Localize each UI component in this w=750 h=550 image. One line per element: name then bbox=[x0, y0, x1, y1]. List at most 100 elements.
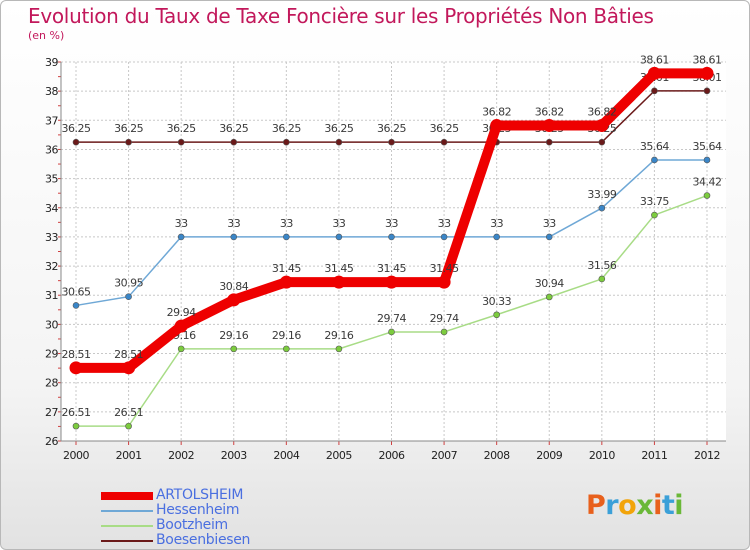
x-tick-label: 2010 bbox=[589, 449, 615, 462]
legend-label-boesenbiesen: Boesenbiesen bbox=[156, 532, 251, 548]
y-tick-label: 29 bbox=[45, 348, 58, 361]
x-tick-label: 2002 bbox=[168, 449, 194, 462]
data-point-bootzheim bbox=[598, 275, 606, 283]
data-point-bootzheim bbox=[283, 345, 290, 353]
data-point-hessenheim bbox=[335, 233, 343, 241]
y-tick-label: 39 bbox=[45, 56, 58, 69]
x-tick-label: 2005 bbox=[326, 449, 352, 462]
y-tick-label: 30 bbox=[45, 318, 58, 331]
x-tick-label: 2000 bbox=[63, 449, 89, 462]
data-point-bootzheim bbox=[388, 328, 395, 336]
legend-swatch-bootzheim bbox=[101, 524, 153, 527]
chart-title: Evolution du Taux de Taxe Foncière sur l… bbox=[28, 4, 654, 28]
data-label-boesenbiesen: 36.25 bbox=[114, 122, 143, 135]
data-label-hessenheim: 33 bbox=[490, 217, 503, 230]
data-point-hessenheim bbox=[177, 233, 185, 241]
x-tick-label: 2009 bbox=[536, 449, 562, 462]
data-label-bootzheim: 30.33 bbox=[482, 295, 511, 308]
x-tick-label: 2012 bbox=[694, 449, 720, 462]
legend-item-bootzheim: Bootzheim bbox=[101, 518, 250, 533]
legend-item-artolsheim: ARTOLSHEIM bbox=[101, 488, 250, 503]
y-tick-label: 38 bbox=[45, 85, 58, 98]
x-tick-label: 2007 bbox=[431, 449, 457, 462]
data-label-hessenheim: 30.65 bbox=[62, 285, 91, 298]
legend-label-hessenheim: Hessenheim bbox=[156, 502, 240, 518]
data-point-boesenbiesen bbox=[703, 87, 711, 95]
data-label-hessenheim: 30.95 bbox=[114, 277, 143, 290]
y-tick-label: 26 bbox=[45, 435, 58, 448]
data-label-bootzheim: 29.16 bbox=[219, 329, 248, 342]
y-tick-label: 33 bbox=[45, 231, 58, 244]
data-point-hessenheim bbox=[283, 233, 290, 241]
data-label-bootzheim: 33.75 bbox=[640, 195, 669, 208]
data-point-bootzheim bbox=[545, 293, 553, 301]
data-point-boesenbiesen bbox=[230, 138, 238, 146]
legend-swatch-boesenbiesen bbox=[101, 539, 153, 542]
data-label-artolsheim: 29.94 bbox=[167, 306, 196, 319]
data-label-bootzheim: 30.94 bbox=[535, 277, 564, 290]
data-point-hessenheim bbox=[703, 156, 711, 164]
data-point-artolsheim bbox=[542, 119, 556, 133]
y-axis-unit-label: (en %) bbox=[28, 29, 65, 42]
data-point-hessenheim bbox=[493, 233, 500, 241]
data-point-bootzheim bbox=[440, 328, 448, 336]
data-point-hessenheim bbox=[72, 302, 80, 309]
data-point-hessenheim bbox=[545, 233, 553, 241]
data-label-hessenheim: 35.64 bbox=[640, 140, 669, 153]
data-point-artolsheim bbox=[122, 361, 136, 375]
data-point-hessenheim bbox=[651, 156, 658, 164]
legend-item-hessenheim: Hessenheim bbox=[101, 503, 250, 518]
data-label-hessenheim: 33 bbox=[227, 217, 240, 230]
data-label-hessenheim: 33 bbox=[385, 217, 398, 230]
data-point-artolsheim bbox=[69, 361, 83, 375]
data-label-boesenbiesen: 36.25 bbox=[62, 122, 91, 135]
x-tick-label: 2011 bbox=[641, 449, 667, 462]
x-tick-label: 2004 bbox=[273, 449, 299, 462]
data-point-hessenheim bbox=[388, 233, 395, 241]
data-label-artolsheim: 31.45 bbox=[430, 262, 459, 275]
data-point-boesenbiesen bbox=[545, 138, 553, 146]
data-label-bootzheim: 34.42 bbox=[693, 176, 722, 189]
legend-item-boesenbiesen: Boesenbiesen bbox=[101, 533, 250, 548]
data-point-artolsheim bbox=[174, 319, 188, 333]
data-point-artolsheim bbox=[437, 275, 451, 289]
data-label-artolsheim: 31.45 bbox=[272, 262, 301, 275]
data-point-bootzheim bbox=[493, 311, 500, 319]
legend-swatch-artolsheim bbox=[101, 491, 153, 500]
data-point-hessenheim bbox=[125, 293, 132, 300]
data-label-hessenheim: 33 bbox=[332, 217, 345, 230]
data-point-artolsheim bbox=[700, 66, 714, 80]
y-tick-label: 37 bbox=[45, 114, 58, 127]
data-point-boesenbiesen bbox=[440, 138, 448, 146]
data-point-artolsheim bbox=[279, 275, 293, 289]
plot-area bbox=[61, 62, 726, 441]
x-tick-label: 2008 bbox=[484, 449, 510, 462]
data-point-boesenbiesen bbox=[125, 138, 132, 146]
proxiti-logo: Proxiti bbox=[586, 490, 684, 521]
y-tick-label: 34 bbox=[45, 202, 58, 215]
data-point-hessenheim bbox=[598, 204, 606, 212]
x-tick-label: 2003 bbox=[221, 449, 247, 462]
data-label-boesenbiesen: 36.25 bbox=[219, 122, 248, 135]
data-label-boesenbiesen: 36.25 bbox=[324, 122, 353, 135]
data-label-boesenbiesen: 36.25 bbox=[167, 122, 196, 135]
data-label-bootzheim: 26.51 bbox=[62, 406, 91, 419]
y-tick-label: 31 bbox=[45, 289, 58, 302]
data-point-artolsheim bbox=[490, 119, 504, 133]
data-label-hessenheim: 35.64 bbox=[693, 140, 722, 153]
data-label-hessenheim: 33 bbox=[175, 217, 188, 230]
data-label-bootzheim: 26.51 bbox=[114, 406, 143, 419]
y-tick-label: 35 bbox=[45, 173, 58, 186]
data-label-bootzheim: 29.16 bbox=[272, 329, 301, 342]
data-label-artolsheim: 28.51 bbox=[62, 348, 91, 361]
data-point-artolsheim bbox=[595, 119, 609, 133]
data-point-bootzheim bbox=[651, 211, 658, 219]
data-point-artolsheim bbox=[385, 275, 398, 289]
x-tick-label: 2006 bbox=[379, 449, 405, 462]
data-point-bootzheim bbox=[72, 422, 80, 430]
data-label-boesenbiesen: 36.25 bbox=[272, 122, 301, 135]
chart-legend: ARTOLSHEIM Hessenheim Bootzheim Boesenbiese… bbox=[101, 488, 250, 548]
data-point-boesenbiesen bbox=[335, 138, 343, 146]
data-label-boesenbiesen: 36.25 bbox=[430, 122, 459, 135]
